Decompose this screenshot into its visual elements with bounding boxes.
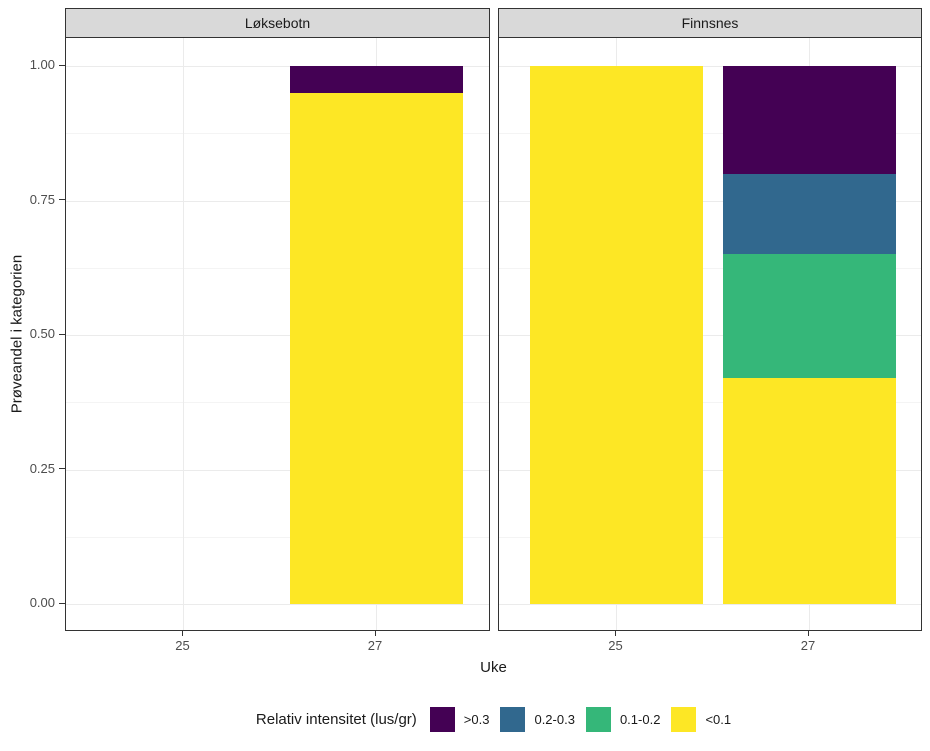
bar-segment (530, 66, 703, 604)
gridline-major-horizontal (66, 604, 489, 605)
bar-segment (722, 173, 896, 255)
gridline-minor-horizontal (499, 536, 921, 538)
legend-swatch (671, 706, 697, 732)
gridline-minor-horizontal (66, 536, 489, 538)
gridline-minor-horizontal (499, 133, 921, 135)
x-tick-label: 25 (175, 638, 190, 653)
gridline-major-horizontal (66, 469, 489, 471)
legend-entry: 0.2-0.3 (500, 706, 575, 732)
y-tick-mark (59, 199, 65, 200)
gridline-minor-horizontal (66, 267, 489, 269)
legend-label: >0.3 (463, 711, 490, 727)
y-tick-mark (59, 64, 65, 66)
legend: Relativ intensitet (lus/gr) >0.3 0.2-0.3 0… (65, 703, 922, 735)
legend-title: Relativ intensitet (lus/gr) (255, 710, 417, 728)
legend-label: 0.1-0.2 (619, 711, 661, 727)
y-tick-mark (59, 468, 65, 469)
y-tick-mark (59, 602, 65, 604)
bar-segment (289, 66, 463, 93)
x-tick-mark (615, 631, 616, 636)
gridline-major-vertical (183, 38, 184, 630)
gridline-major-horizontal (499, 604, 921, 605)
gridline-major-horizontal (66, 335, 489, 336)
bar-segment (722, 66, 896, 174)
x-tick-label: 27 (800, 638, 816, 653)
legend-entry: <0.1 (671, 706, 732, 732)
facet-strip-label: Løksebotn (244, 15, 311, 31)
legend-entry: >0.3 (429, 706, 490, 732)
legend-swatch (500, 706, 526, 732)
gridline-major-horizontal (499, 200, 921, 202)
x-tick-mark (374, 631, 376, 636)
y-tick-label: 0.25 (29, 460, 55, 476)
gridline-minor-horizontal (499, 267, 921, 269)
x-tick-mark (807, 631, 809, 636)
bar-segment (722, 254, 896, 379)
gridline-major-horizontal (499, 66, 921, 67)
y-tick-label: 0.75 (29, 191, 55, 207)
gridline-major-horizontal (66, 66, 489, 67)
y-tick-mark (59, 333, 65, 335)
gridline-major-horizontal (66, 200, 489, 202)
facet-panel-loksebotn (65, 37, 490, 631)
gridline-minor-horizontal (499, 402, 921, 404)
gridline-major-horizontal (499, 335, 921, 336)
x-axis-title: Uke (480, 659, 507, 676)
y-tick-label: 1.00 (29, 57, 55, 72)
y-tick-label: 0.50 (29, 326, 55, 341)
facet-strip-loksebotn: Løksebotn (65, 8, 490, 38)
x-tick-mark (182, 631, 183, 636)
legend-entries: >0.3 0.2-0.3 0.1-0.2 <0.1 (429, 706, 732, 732)
legend-entry: 0.1-0.2 (585, 706, 661, 732)
gridline-minor-horizontal (66, 402, 489, 404)
x-tick-label: 27 (367, 638, 383, 653)
gridline-minor-horizontal (66, 133, 489, 135)
facet-panel-finnsnes (498, 37, 922, 631)
facet-strip-finnsnes: Finnsnes (498, 8, 922, 38)
legend-swatch (429, 706, 455, 732)
bar-segment (722, 378, 896, 604)
facet-strip-label: Finnsnes (681, 15, 739, 31)
y-tick-label: 0.00 (29, 595, 55, 610)
legend-label: 0.2-0.3 (534, 711, 575, 727)
x-tick-label: 25 (608, 638, 623, 653)
legend-label: <0.1 (705, 711, 732, 727)
gridline-major-horizontal (499, 469, 921, 471)
legend-swatch (585, 706, 611, 732)
bar-segment (289, 92, 463, 604)
